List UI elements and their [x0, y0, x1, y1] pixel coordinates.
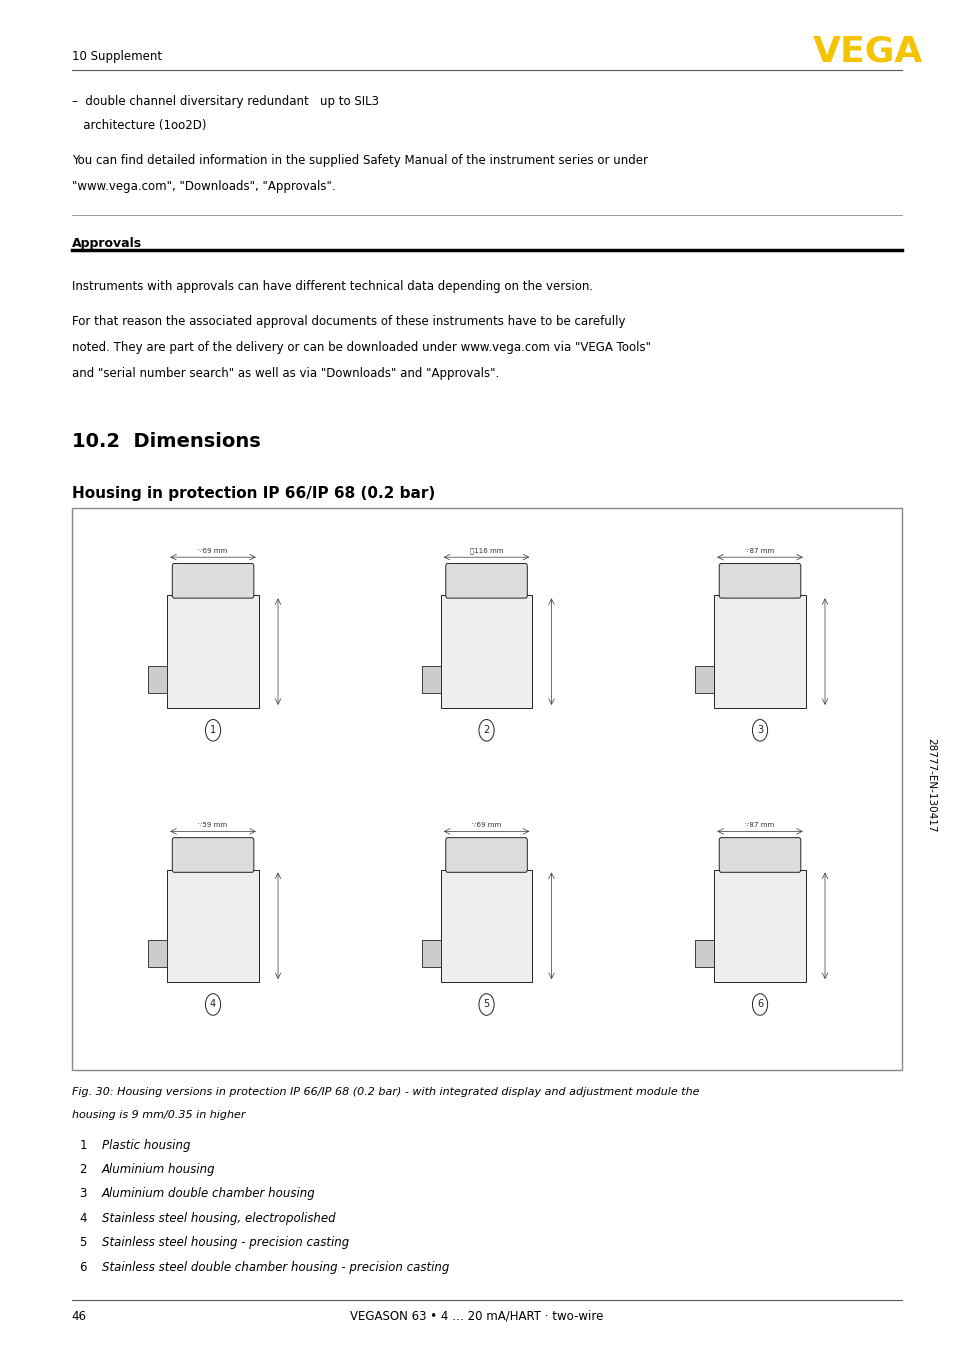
Text: 6: 6 — [79, 1261, 87, 1274]
Text: 5: 5 — [483, 999, 489, 1010]
Text: 46: 46 — [71, 1309, 87, 1323]
Text: ∵87 mm: ∵87 mm — [744, 548, 774, 554]
Text: noted. They are part of the delivery or can be downloaded under www.vega.com via: noted. They are part of the delivery or … — [71, 341, 650, 355]
Bar — [695, 666, 714, 693]
Circle shape — [752, 994, 767, 1016]
Bar — [148, 666, 167, 693]
Bar — [167, 869, 258, 982]
Bar — [714, 596, 805, 708]
Bar — [695, 941, 714, 967]
Circle shape — [752, 719, 767, 741]
FancyBboxPatch shape — [172, 563, 253, 598]
Circle shape — [205, 719, 220, 741]
Bar — [148, 941, 167, 967]
Bar — [440, 869, 532, 982]
FancyBboxPatch shape — [719, 838, 800, 872]
Text: Instruments with approvals can have different technical data depending on the ve: Instruments with approvals can have diff… — [71, 280, 592, 294]
FancyBboxPatch shape — [172, 838, 253, 872]
Text: 10 Supplement: 10 Supplement — [71, 50, 161, 64]
Text: Housing in protection IP 66/IP 68 (0.2 bar): Housing in protection IP 66/IP 68 (0.2 b… — [71, 486, 435, 501]
Text: 2: 2 — [483, 726, 489, 735]
Circle shape — [478, 994, 494, 1016]
Text: ⌵116 mm: ⌵116 mm — [469, 547, 503, 554]
Text: You can find detailed information in the supplied Safety Manual of the instrumen: You can find detailed information in the… — [71, 154, 647, 168]
Text: –  double channel diversitary redundant   up to SIL3: – double channel diversitary redundant u… — [71, 95, 378, 108]
Bar — [421, 666, 440, 693]
Text: 10.2  Dimensions: 10.2 Dimensions — [71, 432, 260, 451]
Text: Stainless steel housing - precision casting: Stainless steel housing - precision cast… — [102, 1236, 349, 1250]
Text: "www.vega.com", "Downloads", "Approvals".: "www.vega.com", "Downloads", "Approvals"… — [71, 180, 335, 194]
Bar — [167, 596, 258, 708]
Bar — [71, 508, 901, 1070]
FancyBboxPatch shape — [445, 563, 527, 598]
Text: 1: 1 — [79, 1139, 87, 1152]
Text: 28777-EN-130417: 28777-EN-130417 — [925, 738, 935, 833]
Text: housing is 9 mm/0.35 in higher: housing is 9 mm/0.35 in higher — [71, 1110, 245, 1120]
Text: VEGASON 63 • 4 … 20 mA/HART · two-wire: VEGASON 63 • 4 … 20 mA/HART · two-wire — [350, 1309, 603, 1323]
Text: ∵59 mm: ∵59 mm — [198, 822, 228, 829]
Text: 1: 1 — [210, 726, 216, 735]
Text: Plastic housing: Plastic housing — [102, 1139, 191, 1152]
Text: architecture (1oo2D): architecture (1oo2D) — [71, 119, 206, 133]
Bar — [440, 596, 532, 708]
Bar — [421, 941, 440, 967]
Text: 2: 2 — [79, 1163, 87, 1177]
Text: Aluminium housing: Aluminium housing — [102, 1163, 215, 1177]
Text: ∵87 mm: ∵87 mm — [744, 822, 774, 829]
Text: Approvals: Approvals — [71, 237, 142, 250]
Text: 3: 3 — [756, 726, 762, 735]
Circle shape — [478, 719, 494, 741]
Text: Stainless steel housing, electropolished: Stainless steel housing, electropolished — [102, 1212, 335, 1225]
Text: 5: 5 — [79, 1236, 87, 1250]
Text: 4: 4 — [210, 999, 216, 1010]
FancyBboxPatch shape — [445, 838, 527, 872]
Text: and "serial number search" as well as via "Downloads" and "Approvals".: and "serial number search" as well as vi… — [71, 367, 498, 380]
Text: Stainless steel double chamber housing - precision casting: Stainless steel double chamber housing -… — [102, 1261, 449, 1274]
Text: 6: 6 — [756, 999, 762, 1010]
Text: For that reason the associated approval documents of these instruments have to b: For that reason the associated approval … — [71, 315, 624, 329]
Circle shape — [205, 994, 220, 1016]
Text: 3: 3 — [79, 1187, 87, 1201]
Text: ∵69 mm: ∵69 mm — [472, 822, 500, 829]
Text: 4: 4 — [79, 1212, 87, 1225]
Bar — [714, 869, 805, 982]
Text: Fig. 30: Housing versions in protection IP 66/IP 68 (0.2 bar) - with integrated : Fig. 30: Housing versions in protection … — [71, 1087, 699, 1097]
Text: ∵69 mm: ∵69 mm — [198, 548, 228, 554]
FancyBboxPatch shape — [719, 563, 800, 598]
Text: Aluminium double chamber housing: Aluminium double chamber housing — [102, 1187, 315, 1201]
Text: VEGA: VEGA — [812, 34, 923, 69]
